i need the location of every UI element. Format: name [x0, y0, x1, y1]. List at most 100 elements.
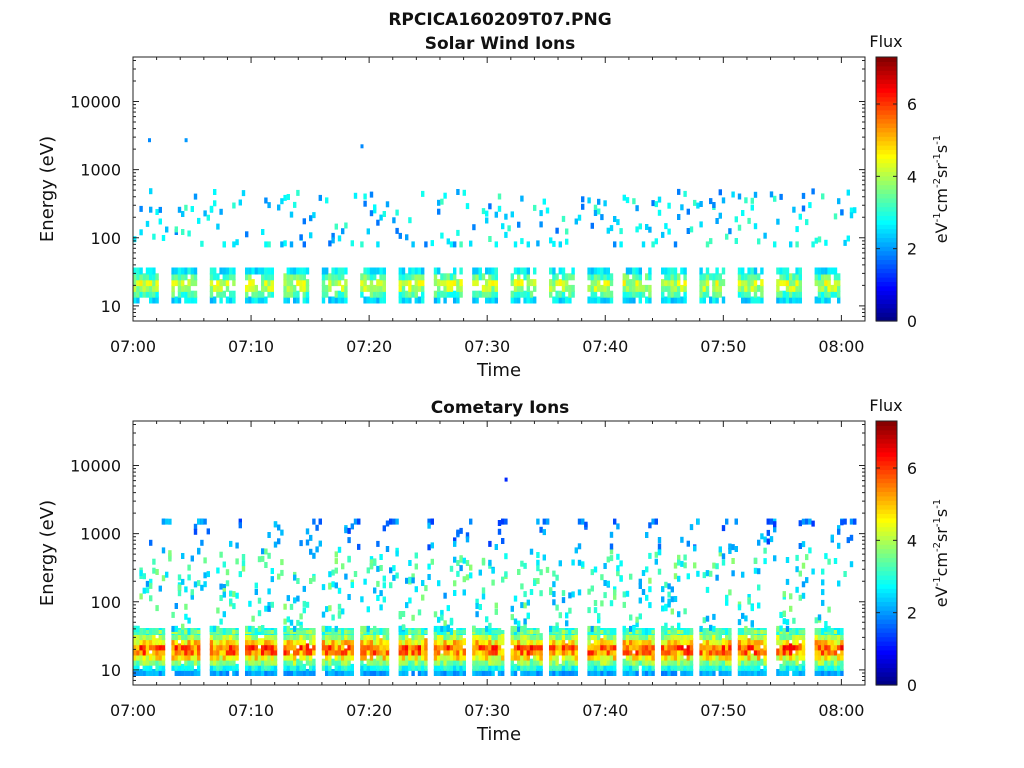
- heatmap-cell: [715, 663, 719, 671]
- heatmap-cell: [555, 643, 559, 651]
- heatmap-cell: [232, 273, 236, 281]
- heatmap-cell: [248, 658, 252, 666]
- colorbar-segment: [876, 680, 897, 686]
- heatmap-cell: [744, 653, 748, 661]
- heatmap-cell: [673, 273, 678, 281]
- heatmap-cell: [824, 643, 828, 651]
- heatmap-cell: [763, 638, 767, 646]
- heatmap-cell: [254, 648, 258, 656]
- heatmap-cell: [501, 630, 505, 634]
- heatmap-cell: [152, 558, 156, 565]
- heatmap-cell: [520, 638, 524, 646]
- heatmap-cell: [635, 290, 639, 298]
- heatmap-cell: [334, 567, 338, 574]
- heatmap-cell: [456, 570, 460, 577]
- colorbar-segment: [876, 272, 897, 278]
- heatmap-cell: [222, 648, 226, 656]
- heatmap-cell: [571, 658, 575, 666]
- heatmap-cell: [133, 279, 137, 287]
- heatmap-cell: [273, 633, 278, 641]
- heatmap-cell: [161, 653, 166, 661]
- colorbar-segment: [876, 74, 897, 80]
- heatmap-cell: [222, 633, 226, 641]
- heatmap-cell: [289, 638, 294, 646]
- heatmap-cell: [379, 643, 383, 651]
- heatmap-cell: [555, 273, 559, 281]
- heatmap-cell: [433, 296, 438, 304]
- heatmap-cell: [379, 554, 383, 560]
- heatmap-cell: [814, 273, 818, 281]
- heatmap-cell: [369, 267, 374, 275]
- heatmap-cell: [533, 630, 537, 634]
- heatmap-cell: [670, 296, 674, 304]
- colorbar-segment: [876, 500, 897, 506]
- heatmap-cell: [277, 538, 281, 545]
- heatmap-cell: [821, 633, 825, 641]
- heatmap-cell: [603, 267, 607, 275]
- heatmap-cell: [667, 583, 671, 590]
- heatmap-cell: [491, 630, 495, 634]
- heatmap-cell: [289, 211, 294, 218]
- heatmap-cell: [776, 218, 780, 225]
- heatmap-cell: [757, 669, 761, 676]
- heatmap-cell: [440, 653, 444, 661]
- heatmap-cell: [517, 653, 521, 661]
- heatmap-cell: [238, 518, 242, 525]
- heatmap-cell: [536, 658, 540, 666]
- heatmap-cell: [709, 648, 713, 656]
- heatmap-cell: [478, 273, 482, 281]
- heatmap-cell: [245, 658, 249, 666]
- heatmap-cell: [715, 638, 719, 646]
- heatmap-cell: [677, 658, 681, 666]
- heatmap-cell: [142, 290, 146, 298]
- heatmap-cell: [145, 273, 150, 281]
- heatmap-cell: [734, 238, 738, 244]
- heatmap-cell: [785, 630, 790, 634]
- heatmap-cell: [533, 296, 537, 304]
- heatmap-cell: [408, 296, 412, 304]
- heatmap-cell: [251, 290, 255, 298]
- heatmap-cell: [235, 669, 239, 676]
- heatmap-cell: [696, 570, 700, 577]
- heatmap-cell: [261, 669, 265, 676]
- heatmap-cell: [750, 630, 754, 634]
- heatmap-cell: [696, 202, 700, 209]
- heatmap-cell: [254, 284, 258, 292]
- heatmap-cell: [497, 663, 502, 671]
- heatmap-cell: [337, 658, 342, 666]
- heatmap-cell: [737, 279, 742, 287]
- heatmap-cell: [152, 267, 156, 275]
- heatmap-cell: [478, 638, 482, 646]
- heatmap-cell: [840, 643, 844, 651]
- heatmap-cell: [257, 638, 262, 646]
- heatmap-cell: [549, 669, 553, 676]
- heatmap-cell: [635, 663, 639, 671]
- heatmap-cell: [369, 648, 374, 656]
- heatmap-cell: [683, 273, 687, 281]
- colorbar-segment: [876, 460, 897, 466]
- heatmap-cell: [398, 279, 402, 287]
- heatmap-cell: [616, 553, 620, 560]
- heatmap-cell: [840, 633, 844, 641]
- heatmap-cell: [497, 658, 502, 666]
- heatmap-cell: [405, 633, 409, 641]
- heatmap-cell: [760, 658, 764, 666]
- heatmap-cell: [731, 558, 735, 564]
- colorbar-segment: [876, 544, 897, 550]
- heatmap-cell: [261, 229, 265, 235]
- heatmap-cell: [254, 638, 258, 646]
- colorbar-segment: [876, 149, 897, 155]
- heatmap-cell: [350, 638, 354, 646]
- heatmap-cell: [139, 669, 143, 676]
- heatmap-cell: [446, 238, 450, 245]
- heatmap-cell: [302, 273, 306, 281]
- heatmap-cell: [753, 273, 758, 281]
- heatmap-cell: [369, 638, 374, 646]
- heatmap-cell: [366, 638, 370, 646]
- heatmap-cell: [779, 296, 783, 304]
- heatmap-cell: [360, 290, 364, 298]
- heatmap-cell: [302, 585, 306, 592]
- heatmap-cell: [520, 602, 524, 609]
- heatmap-cell: [427, 544, 431, 551]
